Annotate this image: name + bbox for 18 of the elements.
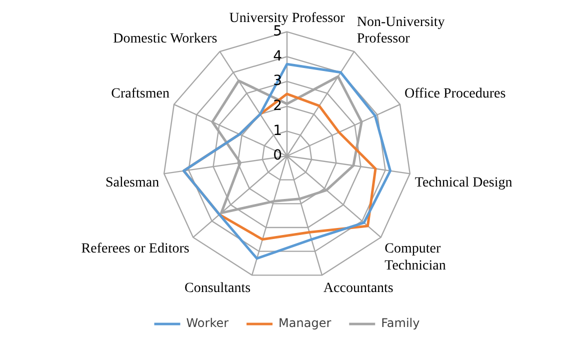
spoke-label: Consultants <box>184 281 251 296</box>
spoke-label: Technical Design <box>414 175 512 190</box>
legend-label: Manager <box>278 316 332 330</box>
y-tick-label: 0 <box>273 148 282 164</box>
y-tick-label: 4 <box>273 48 282 64</box>
spoke-label: Referees or Editors <box>81 242 190 257</box>
spoke-label: Domestic Workers <box>113 32 218 47</box>
spoke-label: Craftsmen <box>111 86 170 102</box>
legend-label: Family <box>381 316 420 330</box>
spoke-label: Computer Technician <box>384 242 446 274</box>
spoke-label: Accountants <box>323 281 394 296</box>
spoke-label: Office Procedures <box>404 86 506 102</box>
y-tick-label: 3 <box>273 73 282 90</box>
spoke-label: Salesman <box>105 175 160 190</box>
y-tick-label: 2 <box>273 98 282 114</box>
legend-label: Worker <box>186 316 229 330</box>
y-tick-label: 1 <box>273 122 282 139</box>
spoke-label: Non-University Professor <box>356 14 445 47</box>
